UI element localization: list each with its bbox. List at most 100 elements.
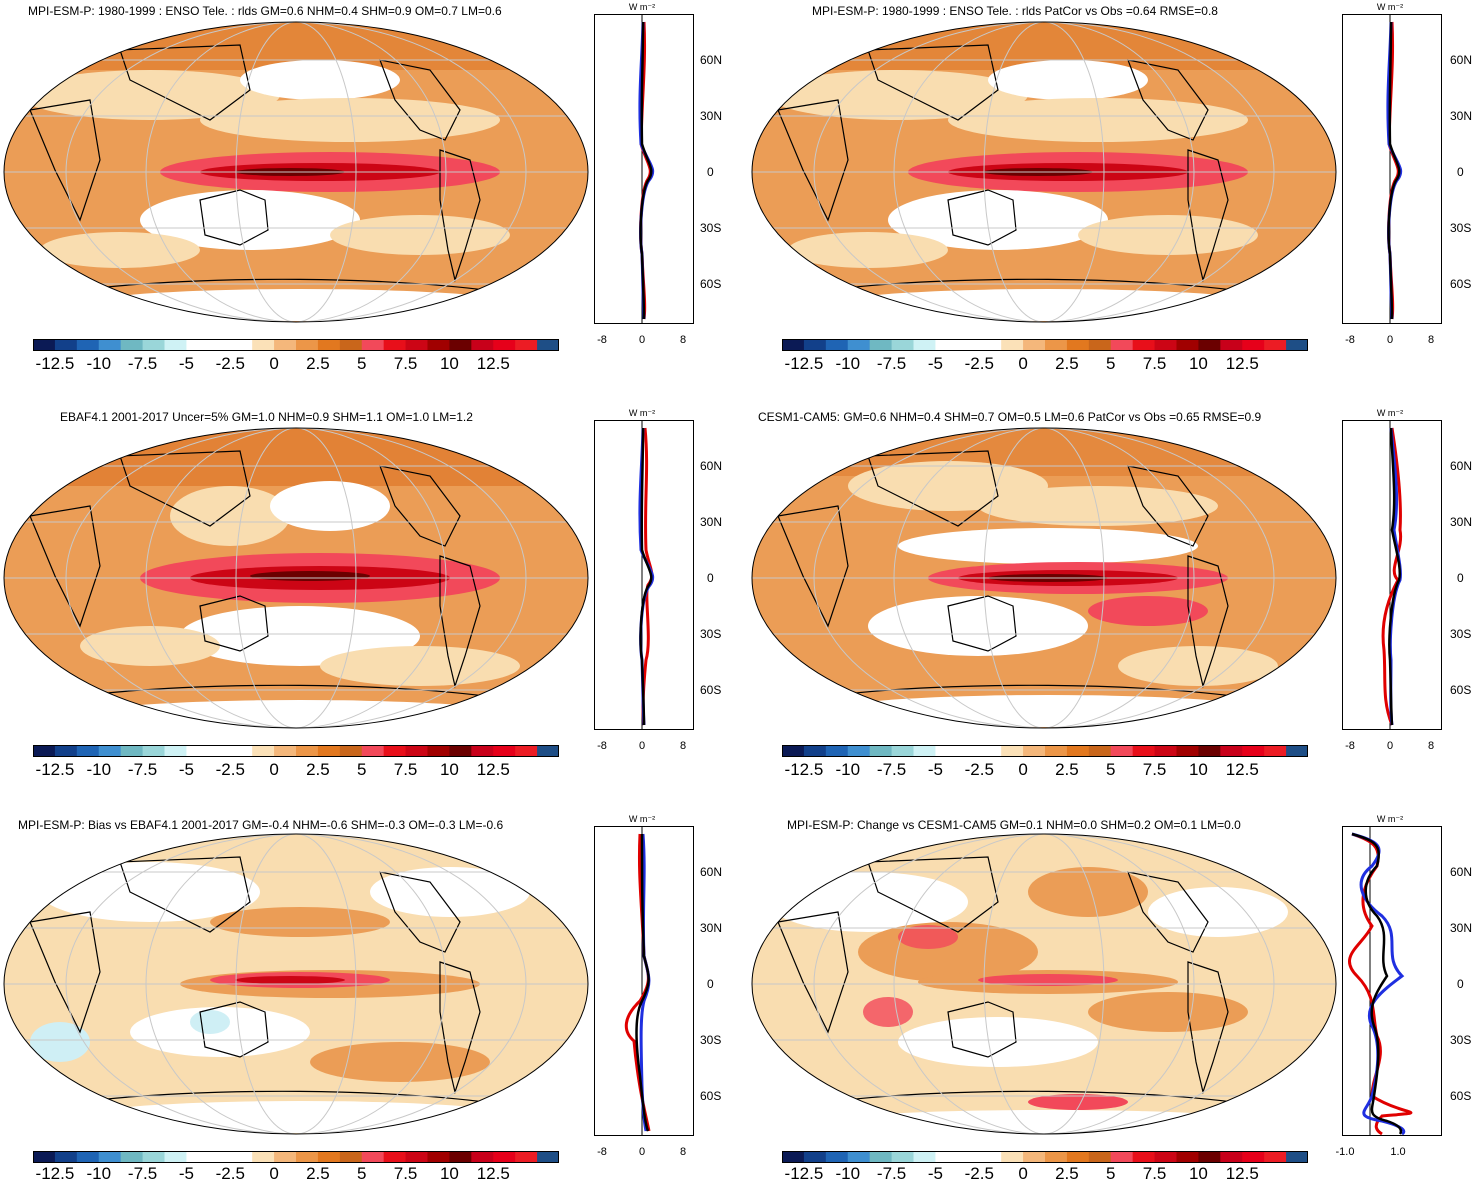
colorbar-label: -12.5 bbox=[784, 760, 824, 779]
colorbar-label: -7.5 bbox=[876, 1164, 907, 1183]
colorbar-swatch bbox=[1176, 745, 1199, 757]
colorbar-swatch bbox=[1001, 745, 1024, 757]
colorbar-swatch bbox=[230, 1151, 253, 1163]
colorbar-swatch bbox=[1264, 339, 1287, 351]
colorbar-swatch bbox=[164, 745, 187, 757]
colorbar-swatch bbox=[515, 1151, 538, 1163]
colorbar-label: 12.5 bbox=[1225, 1164, 1259, 1183]
colorbar-swatch bbox=[935, 339, 958, 351]
colorbar-swatch bbox=[296, 339, 319, 351]
panel-5-title: MPI-ESM-P: Bias vs EBAF4.1 2001-2017 GM=… bbox=[18, 818, 504, 832]
colorbar-swatch bbox=[54, 1151, 78, 1163]
colorbar-swatch bbox=[537, 1151, 559, 1163]
panel-4-xtick-2: 0 bbox=[1386, 740, 1394, 752]
colorbar-swatch bbox=[449, 745, 472, 757]
colorbar-label: -2.5 bbox=[215, 1164, 245, 1183]
panel-3-xtick-3: 8 bbox=[679, 740, 687, 752]
panel-2-units: W m⁻² bbox=[1376, 2, 1404, 12]
colorbar-swatch bbox=[1242, 745, 1265, 757]
panel-3-lat-30n: 30N bbox=[700, 515, 723, 529]
colorbar-label: -7.5 bbox=[127, 1164, 158, 1183]
colorbar-label: 10 bbox=[439, 354, 459, 373]
colorbar-swatch bbox=[274, 1151, 297, 1163]
colorbar-label: -12.5 bbox=[35, 760, 75, 779]
colorbar-label: 7.5 bbox=[393, 760, 418, 779]
panel-2-title: MPI-ESM-P: 1980-1999 : ENSO Tele. : rlds… bbox=[812, 4, 1218, 18]
colorbar-swatch bbox=[1176, 339, 1199, 351]
colorbar-swatch bbox=[1176, 1151, 1199, 1163]
panel-4-title: CESM1-CAM5: GM=0.6 NHM=0.4 SHM=0.7 OM=0.… bbox=[758, 410, 1262, 424]
colorbar-swatch bbox=[891, 1151, 914, 1163]
panel-6-xtick-2: 1.0 bbox=[1390, 1146, 1406, 1158]
panel-6-lat-60s: 60S bbox=[1450, 1089, 1472, 1103]
colorbar-swatch bbox=[208, 745, 231, 757]
colorbar-swatch bbox=[98, 1151, 122, 1163]
panel-3-lat-60n: 60N bbox=[700, 459, 723, 473]
colorbar-swatch bbox=[935, 745, 958, 757]
panel-5-lat-60s: 60S bbox=[700, 1089, 722, 1103]
colorbar-swatch bbox=[537, 745, 559, 757]
colorbar-label: 5 bbox=[357, 1164, 367, 1183]
panel-3-lat-0: 0 bbox=[707, 571, 714, 585]
colorbar-swatch bbox=[339, 339, 363, 351]
panel-6-colorbar bbox=[782, 1151, 1308, 1163]
colorbar-swatch bbox=[957, 1151, 980, 1163]
colorbar-swatch bbox=[230, 339, 253, 351]
colorbar-swatch bbox=[1198, 1151, 1221, 1163]
colorbar-label: -7.5 bbox=[876, 354, 907, 373]
colorbar-swatch bbox=[1154, 1151, 1177, 1163]
panel-5-xtick-3: 8 bbox=[679, 1146, 687, 1158]
colorbar-swatch bbox=[1220, 339, 1243, 351]
colorbar-label: -2.5 bbox=[215, 760, 245, 779]
panel-1-lat-30s: 30S bbox=[700, 221, 722, 235]
panel-3-title: EBAF4.1 2001-2017 Uncer=5% GM=1.0 NHM=0.… bbox=[60, 410, 473, 424]
panel-4-lat-60n: 60N bbox=[1450, 459, 1473, 473]
panel-1-xtick-1: -8 bbox=[597, 334, 607, 346]
colorbar-swatch bbox=[782, 1151, 805, 1163]
panel-5-lat-0: 0 bbox=[707, 977, 714, 991]
colorbar-label: 5 bbox=[1106, 760, 1116, 779]
colorbar-swatch bbox=[1198, 745, 1221, 757]
colorbar-swatch bbox=[847, 745, 871, 757]
panel-5-map bbox=[3, 833, 589, 1135]
colorbar-label: -5 bbox=[178, 760, 194, 779]
colorbar-swatch bbox=[361, 745, 385, 757]
colorbar-label: 0 bbox=[269, 1164, 279, 1183]
colorbar-swatch bbox=[120, 1151, 144, 1163]
colorbar-label: -10 bbox=[835, 760, 861, 779]
colorbar-swatch bbox=[142, 745, 165, 757]
colorbar-swatch bbox=[1001, 339, 1024, 351]
colorbar-swatch bbox=[1132, 339, 1156, 351]
colorbar-label: 7.5 bbox=[393, 1164, 418, 1183]
colorbar-swatch bbox=[1264, 1151, 1287, 1163]
colorbar-swatch bbox=[803, 1151, 827, 1163]
panel-3-zonal-mean bbox=[594, 420, 694, 730]
colorbar-swatch bbox=[1023, 1151, 1046, 1163]
panel-4-map bbox=[751, 427, 1337, 729]
colorbar-swatch bbox=[142, 339, 165, 351]
colorbar-label: -5 bbox=[927, 354, 943, 373]
colorbar-label: -10 bbox=[86, 1164, 112, 1183]
colorbar-swatch bbox=[1242, 1151, 1265, 1163]
colorbar-swatch bbox=[1220, 1151, 1243, 1163]
colorbar-swatch bbox=[317, 339, 341, 351]
colorbar-swatch bbox=[405, 1151, 428, 1163]
colorbar-swatch bbox=[1110, 1151, 1134, 1163]
panel-2-colorbar bbox=[782, 339, 1308, 351]
panel-4-xtick-1: -8 bbox=[1345, 740, 1355, 752]
colorbar-swatch bbox=[803, 745, 827, 757]
panel-4-units: W m⁻² bbox=[1376, 408, 1404, 418]
panel-3-colorbar bbox=[33, 745, 559, 757]
panel-6-lat-30s: 30S bbox=[1450, 1033, 1472, 1047]
colorbar-swatch bbox=[361, 1151, 385, 1163]
panel-6-zonal-mean bbox=[1342, 826, 1442, 1136]
panel-4-lat-30s: 30S bbox=[1450, 627, 1472, 641]
colorbar-swatch bbox=[1023, 339, 1046, 351]
panel-4-xtick-3: 8 bbox=[1427, 740, 1435, 752]
colorbar-swatch bbox=[957, 339, 980, 351]
colorbar-swatch bbox=[1088, 339, 1112, 351]
colorbar-swatch bbox=[383, 1151, 407, 1163]
panel-5-lat-30s: 30S bbox=[700, 1033, 722, 1047]
colorbar-label: -7.5 bbox=[876, 760, 907, 779]
colorbar-swatch bbox=[1001, 1151, 1024, 1163]
